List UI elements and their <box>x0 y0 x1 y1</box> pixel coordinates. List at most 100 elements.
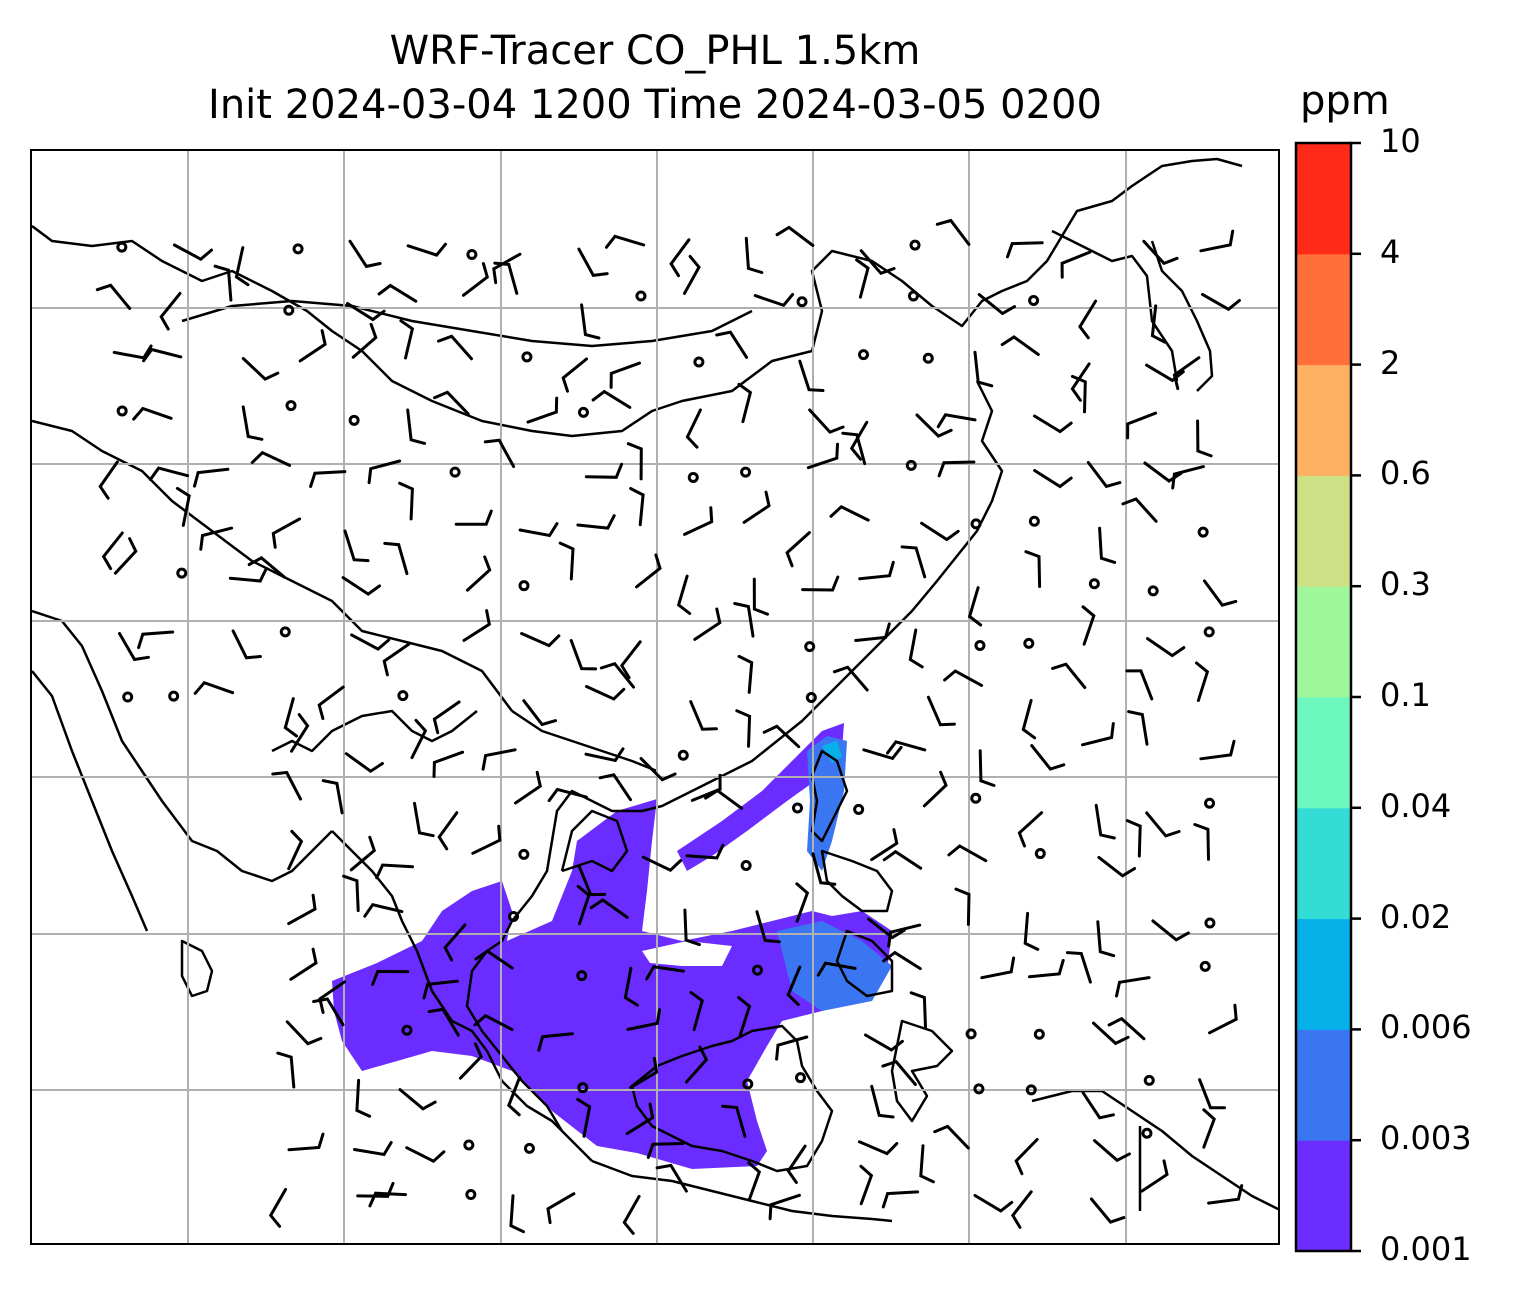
wind-barb <box>481 748 517 771</box>
wind-barb <box>113 537 138 575</box>
wind-barb <box>383 541 409 575</box>
wind-barb <box>1000 335 1040 356</box>
wind-barb <box>870 828 899 862</box>
wind-barb <box>1142 239 1179 266</box>
wind-barb <box>1146 637 1186 658</box>
wind-barb <box>1143 461 1183 483</box>
calm-wind-marker <box>122 691 134 703</box>
wind-barb <box>561 357 588 393</box>
wind-barb <box>641 855 683 872</box>
wind-barb <box>250 450 292 467</box>
wind-barb <box>371 969 410 986</box>
wind-barb <box>271 517 302 549</box>
coast-bay-of-bengal-north <box>271 709 478 753</box>
wind-barb <box>626 442 643 481</box>
coast-japan <box>1150 240 1214 392</box>
colorbar-band <box>1296 697 1351 809</box>
wind-barb <box>1093 1139 1131 1163</box>
calm-wind-marker <box>677 749 689 761</box>
wind-barb <box>577 247 609 278</box>
wind-barb <box>858 560 895 581</box>
calm-wind-marker <box>970 792 982 804</box>
wind-barb <box>584 462 624 479</box>
colorbar-band <box>1296 918 1351 1030</box>
plot-title-line-2: Init 2024-03-04 1200 Time 2024-03-05 020… <box>208 82 1102 128</box>
wind-barb <box>882 849 923 870</box>
wind-barb <box>413 801 435 838</box>
calm-wind-marker <box>752 964 764 976</box>
wind-barb <box>737 996 752 1037</box>
wind-barb <box>1195 661 1210 702</box>
wind-barb <box>1150 304 1167 344</box>
plume-north-arm <box>677 723 844 871</box>
wind-barb <box>742 490 771 524</box>
coast-cambodia-vietnam <box>560 809 629 873</box>
wind-barb <box>919 1144 935 1184</box>
wind-barb <box>1198 1078 1226 1110</box>
wind-barb <box>1021 699 1037 740</box>
wind-barb <box>1028 958 1065 979</box>
wind-barb <box>599 661 635 689</box>
wind-barb <box>118 632 150 662</box>
wind-barb <box>980 956 1016 980</box>
wind-barb <box>753 293 795 308</box>
wind-barb <box>290 713 310 753</box>
wind-barb <box>977 293 1017 316</box>
plot-title-line-1: WRF-Tracer CO_PHL 1.5km <box>389 28 921 74</box>
calm-wind-marker <box>465 1189 477 1201</box>
wind-barb <box>1006 241 1044 259</box>
calm-wind-marker <box>1203 626 1215 638</box>
wind-barb <box>1208 1003 1238 1035</box>
wind-barb <box>908 628 924 669</box>
wind-barb <box>1172 356 1201 391</box>
wind-barb <box>287 829 304 871</box>
coast-philippines-visayas <box>820 849 894 913</box>
wind-barb <box>733 602 755 638</box>
colorbar-tick-label: 0.1 <box>1380 676 1431 714</box>
wind-barb <box>1121 497 1158 523</box>
wind-barb <box>704 788 744 810</box>
wind-barb <box>857 1140 899 1156</box>
wind-barb <box>271 770 302 801</box>
wind-barb <box>935 218 971 246</box>
calm-wind-marker <box>805 691 817 703</box>
calm-wind-marker <box>973 1083 985 1095</box>
wind-barb <box>433 390 470 416</box>
wind-barb <box>1096 920 1116 958</box>
wind-barb <box>148 466 190 481</box>
wind-barb <box>518 522 559 538</box>
wind-barb <box>507 1075 522 1117</box>
calm-wind-marker <box>907 290 919 302</box>
wind-barb <box>1127 710 1149 746</box>
colorbar-tick-label: 0.001 <box>1380 1230 1472 1268</box>
wind-barb <box>317 685 345 720</box>
wind-barb <box>775 225 815 247</box>
calm-wind-marker <box>1199 960 1211 972</box>
colorbar-band <box>1296 364 1351 476</box>
calm-wind-marker <box>740 466 752 478</box>
wind-barb <box>471 824 502 855</box>
wind-barb <box>458 1042 484 1080</box>
wind-barb <box>367 459 402 485</box>
calm-wind-marker <box>577 406 589 418</box>
wind-barb <box>1089 1197 1126 1224</box>
wind-barb <box>947 844 988 863</box>
wind-barb <box>808 408 845 434</box>
plume-borneo-gap <box>642 941 732 966</box>
wind-barb <box>356 1181 395 1198</box>
wind-barb <box>375 863 414 880</box>
wind-barb <box>234 246 250 287</box>
colorbar-bands <box>1296 143 1351 1252</box>
wind-barb <box>926 695 956 727</box>
wind-barb <box>1196 419 1213 458</box>
wind-barb <box>683 908 701 947</box>
wind-barb <box>715 330 749 359</box>
wind-barb <box>967 586 983 627</box>
wind-barb <box>398 1088 437 1111</box>
wind-barb <box>247 555 286 579</box>
coast-india-west <box>32 670 149 932</box>
wind-barb <box>1081 605 1096 646</box>
wind-barb <box>829 504 870 522</box>
wind-barb <box>406 242 447 257</box>
wind-barb <box>1092 1021 1130 1046</box>
